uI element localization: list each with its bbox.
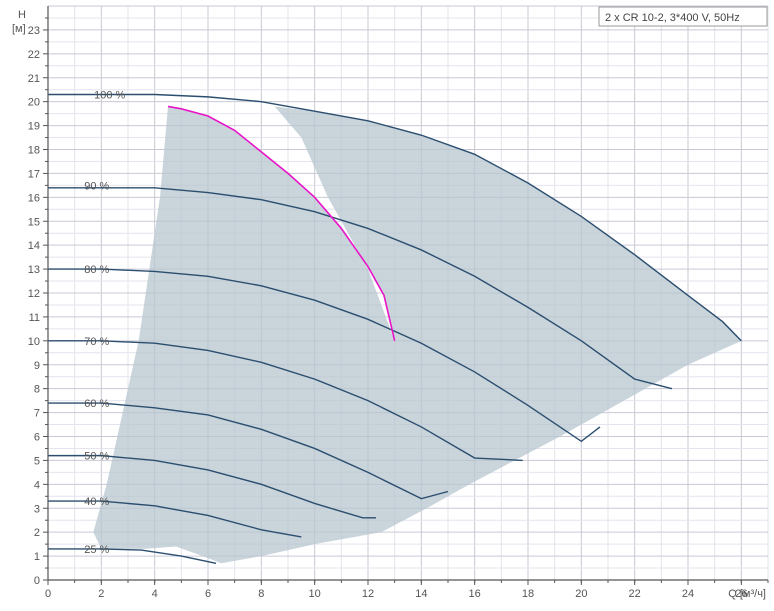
y-tick-label: 8 (34, 384, 40, 396)
y-tick-label: 6 (34, 432, 40, 444)
x-tick-label: 0 (45, 588, 51, 600)
y-tick-label: 16 (28, 192, 40, 204)
y-tick-label: 23 (28, 25, 40, 37)
y-tick-label: 21 (28, 73, 40, 85)
y-tick-label: 13 (28, 264, 40, 276)
curve-label: 60 % (84, 398, 109, 410)
y-tick-label: 14 (28, 240, 40, 252)
x-tick-label: 22 (629, 588, 641, 600)
x-tick-label: 6 (205, 588, 211, 600)
y-tick-label: 4 (34, 479, 40, 491)
y-axis-unit: [м] (12, 23, 26, 35)
x-axis-label: Q [м³/ч] (728, 588, 766, 600)
x-tick-label: 2 (98, 588, 104, 600)
y-tick-label: 5 (34, 455, 40, 467)
curve-label: 80 % (84, 264, 109, 276)
x-tick-label: 20 (575, 588, 587, 600)
curve-label: 90 % (84, 180, 109, 192)
y-tick-label: 1 (34, 551, 40, 563)
title-text: 2 x CR 10-2, 3*400 V, 50Hz (605, 12, 740, 24)
curve-label: 100 % (94, 89, 125, 101)
curve-label: 70 % (84, 336, 109, 348)
x-tick-label: 18 (522, 588, 534, 600)
pump-curve-chart: 100 %90 %80 %70 %60 %50 %40 %25 %0246810… (0, 0, 774, 611)
x-tick-label: 12 (362, 588, 374, 600)
x-tick-label: 14 (415, 588, 427, 600)
y-tick-label: 15 (28, 216, 40, 228)
curve-label: 50 % (84, 451, 109, 463)
x-tick-label: 4 (152, 588, 158, 600)
y-tick-label: 11 (29, 312, 40, 324)
y-axis-label: H (18, 9, 26, 21)
y-tick-label: 2 (34, 527, 40, 539)
x-tick-label: 8 (258, 588, 264, 600)
y-tick-label: 3 (34, 503, 40, 515)
y-tick-label: 22 (28, 49, 40, 61)
y-tick-label: 12 (28, 288, 40, 300)
x-tick-label: 16 (469, 588, 481, 600)
y-tick-label: 7 (34, 408, 40, 420)
y-tick-label: 9 (34, 360, 40, 372)
x-tick-label: 10 (309, 588, 321, 600)
x-tick-label: 24 (682, 588, 694, 600)
y-tick-label: 18 (28, 145, 40, 157)
curve-label: 25 % (84, 544, 109, 556)
curve-label: 40 % (84, 496, 109, 508)
y-tick-label: 19 (28, 121, 40, 133)
y-tick-label: 17 (28, 168, 40, 180)
y-tick-label: 20 (28, 97, 40, 109)
y-tick-label: 0 (34, 575, 40, 587)
y-tick-label: 10 (28, 336, 40, 348)
